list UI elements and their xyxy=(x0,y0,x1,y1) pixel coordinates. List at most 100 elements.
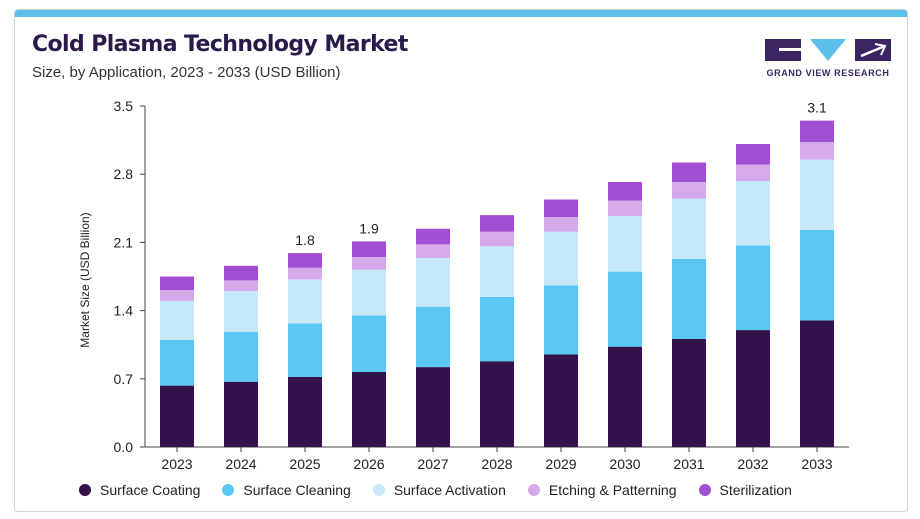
bar-segment-sterilization-2024 xyxy=(224,265,258,281)
bar-segment-surface-coating-2029 xyxy=(544,354,578,447)
brand-logo: GRAND VIEW RESEARCH xyxy=(765,36,891,84)
bar-segment-surface-activation-2030 xyxy=(608,216,642,272)
bar-segment-surface-coating-2032 xyxy=(736,330,770,447)
bar-segment-surface-cleaning-2026 xyxy=(352,315,386,372)
legend-item: Surface Cleaning xyxy=(222,482,351,498)
bar-segment-etching-patterning-2026 xyxy=(352,257,386,270)
top-accent-bar xyxy=(15,10,907,17)
legend-swatch xyxy=(527,484,540,496)
bar-segment-surface-activation-2031 xyxy=(672,198,706,259)
bar-segment-surface-coating-2023 xyxy=(160,385,194,447)
x-tick-label: 2025 xyxy=(289,456,320,472)
bar-segment-etching-patterning-2023 xyxy=(160,290,194,301)
y-tick-label: 0.7 xyxy=(114,371,134,387)
bar-segment-surface-cleaning-2024 xyxy=(224,332,258,382)
bar-segment-sterilization-2033 xyxy=(800,120,834,143)
bar-segment-surface-coating-2033 xyxy=(800,320,834,447)
legend-label: Surface Activation xyxy=(393,482,506,498)
x-tick-label: 2024 xyxy=(225,456,256,472)
bar-segment-surface-activation-2029 xyxy=(544,231,578,286)
bar-segment-sterilization-2030 xyxy=(608,181,642,201)
y-tick-label: 3.5 xyxy=(114,98,134,114)
bar-segment-surface-coating-2025 xyxy=(288,376,322,447)
legend-swatch xyxy=(222,484,235,496)
x-tick-label: 2031 xyxy=(673,456,704,472)
bar-segment-sterilization-2032 xyxy=(736,143,770,165)
bar-segment-surface-activation-2032 xyxy=(736,181,770,246)
bar-segment-surface-activation-2024 xyxy=(224,291,258,333)
bar-segment-surface-coating-2031 xyxy=(672,338,706,447)
bar-segment-surface-coating-2030 xyxy=(608,346,642,447)
chart-card: Cold Plasma Technology Market Size, by A… xyxy=(14,9,908,512)
bar-segment-etching-patterning-2027 xyxy=(416,244,450,258)
bar-segment-surface-cleaning-2033 xyxy=(800,229,834,321)
bar-total-label: 3.1 xyxy=(807,100,827,116)
legend-swatch xyxy=(372,484,385,496)
stacked-bar-chart: 0.0 0.7 1.4 2.1 2.8 3.5 2023 2024 2025 1.8 2026 1.9… xyxy=(114,98,849,472)
bar-segment-surface-cleaning-2025 xyxy=(288,323,322,377)
x-tick-label: 2032 xyxy=(737,456,768,472)
chart-title: Cold Plasma Technology Market xyxy=(32,32,408,57)
legend-label: Surface Cleaning xyxy=(243,482,351,498)
x-tick-label: 2029 xyxy=(545,456,576,472)
bar-segment-surface-activation-2026 xyxy=(352,269,386,316)
legend-item: Surface Activation xyxy=(372,482,506,498)
bar-total-label: 1.8 xyxy=(295,232,315,248)
bar-segment-surface-coating-2024 xyxy=(224,381,258,447)
bar-segment-surface-activation-2028 xyxy=(480,246,514,297)
bar-segment-sterilization-2029 xyxy=(544,199,578,218)
x-tick-label: 2023 xyxy=(161,456,192,472)
x-tick-label: 2033 xyxy=(801,456,832,472)
bar-segment-etching-patterning-2032 xyxy=(736,164,770,182)
bar-segment-surface-cleaning-2027 xyxy=(416,306,450,368)
legend-label: Sterilization xyxy=(719,482,792,498)
bar-segment-etching-patterning-2029 xyxy=(544,217,578,232)
legend-label: Etching & Patterning xyxy=(548,482,677,498)
y-tick-label: 1.4 xyxy=(114,303,134,319)
bar-segment-etching-patterning-2030 xyxy=(608,200,642,217)
brand-name: GRAND VIEW RESEARCH xyxy=(766,68,890,78)
bar-segment-surface-activation-2027 xyxy=(416,257,450,307)
bar-segment-surface-activation-2033 xyxy=(800,159,834,230)
legend-label: Surface Coating xyxy=(100,482,201,498)
y-tick-label: 2.1 xyxy=(114,234,134,250)
bar-segment-etching-patterning-2033 xyxy=(800,142,834,160)
x-tick-label: 2030 xyxy=(609,456,640,472)
bar-segment-etching-patterning-2024 xyxy=(224,280,258,292)
bar-segment-surface-coating-2027 xyxy=(416,367,450,447)
bar-segment-sterilization-2026 xyxy=(352,241,386,258)
y-axis-label: Market Size (USD Billion) xyxy=(78,212,92,348)
legend-item: Surface Coating xyxy=(79,482,200,498)
bar-segment-etching-patterning-2028 xyxy=(480,231,514,247)
x-tick-label: 2028 xyxy=(481,456,512,472)
bar-segment-surface-cleaning-2029 xyxy=(544,285,578,355)
bar-segment-surface-cleaning-2031 xyxy=(672,258,706,339)
brand-logo-icon xyxy=(765,39,891,61)
bar-segment-surface-activation-2023 xyxy=(160,300,194,340)
bar-segment-sterilization-2023 xyxy=(160,276,194,291)
legend-swatch xyxy=(698,484,711,496)
bar-segment-sterilization-2031 xyxy=(672,162,706,182)
bar-segment-surface-activation-2025 xyxy=(288,279,322,324)
bar-segment-etching-patterning-2031 xyxy=(672,181,706,199)
bar-segment-sterilization-2028 xyxy=(480,215,514,232)
legend-item: Etching & Patterning xyxy=(527,482,677,498)
bar-segment-surface-cleaning-2030 xyxy=(608,271,642,347)
bar-segment-surface-cleaning-2028 xyxy=(480,296,514,362)
x-tick-label: 2027 xyxy=(417,456,448,472)
legend-swatch xyxy=(79,484,91,496)
bar-segment-surface-coating-2026 xyxy=(352,371,386,447)
bar-segment-sterilization-2025 xyxy=(288,253,322,268)
chart-legend: Surface Coating Surface Cleaning Surface A… xyxy=(79,482,814,498)
y-tick-label: 0.0 xyxy=(114,439,134,455)
bar-total-label: 1.9 xyxy=(359,220,379,236)
bar-segment-surface-cleaning-2032 xyxy=(736,245,770,331)
bar-segment-surface-cleaning-2023 xyxy=(160,339,194,386)
bar-segment-surface-coating-2028 xyxy=(480,361,514,447)
chart-subtitle: Size, by Application, 2023 - 2033 (USD B… xyxy=(32,64,341,81)
bar-segment-etching-patterning-2025 xyxy=(288,267,322,280)
legend-item: Sterilization xyxy=(698,482,792,498)
bar-segment-sterilization-2027 xyxy=(416,228,450,245)
x-tick-label: 2026 xyxy=(353,456,384,472)
y-tick-label: 2.8 xyxy=(114,166,134,182)
